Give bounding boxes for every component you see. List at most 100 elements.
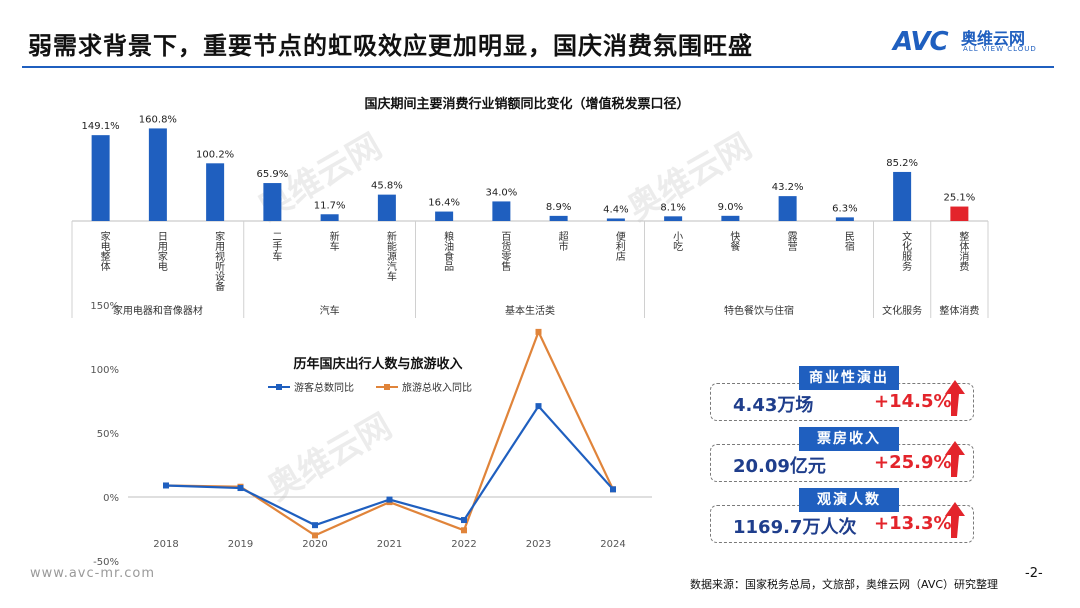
- group-label: 汽车: [320, 304, 340, 317]
- x-tick-label: 2019: [228, 539, 253, 550]
- stat-change: +13.3%: [874, 513, 952, 534]
- legend-label: 游客总数同比: [294, 381, 354, 394]
- x-tick-label: 2018: [153, 539, 178, 550]
- bar: [721, 215, 740, 221]
- bar: [206, 163, 225, 221]
- bar: [91, 135, 110, 221]
- group-label: 整体消费: [939, 304, 979, 317]
- y-tick-label: 0%: [103, 493, 119, 504]
- bar-chart-title: 国庆期间主要消费行业销额同比变化（增值税发票口径）: [364, 96, 689, 112]
- bar-data-label: 25.1%: [943, 193, 975, 204]
- page-number: -2-: [1025, 566, 1043, 581]
- data-point: [163, 482, 169, 489]
- bar-category-label: 家用视听设备: [213, 230, 225, 292]
- bar-data-label: 9.0%: [718, 202, 743, 213]
- bar-category-label: 粮油食品: [442, 230, 454, 272]
- bar-data-label: 8.1%: [660, 202, 685, 213]
- x-tick-label: 2020: [302, 539, 327, 550]
- bar-category-label: 民宿: [842, 231, 854, 252]
- x-tick-label: 2024: [600, 539, 625, 550]
- bar-category-label: 百货零售: [499, 231, 511, 272]
- data-point: [312, 522, 318, 529]
- data-point: [461, 527, 467, 534]
- stat-card-box-office: 票房收入 20.09亿元 +25.9%: [710, 427, 974, 482]
- data-point: [610, 486, 616, 493]
- line-chart-title: 历年国庆出行人数与旅游收入: [293, 356, 462, 372]
- bar-category-label: 家电整体: [98, 230, 110, 272]
- bar-data-label: 4.4%: [603, 204, 628, 215]
- data-point: [535, 403, 542, 410]
- bar: [606, 218, 625, 221]
- footer-url: www.avc-mr.com: [30, 566, 156, 581]
- logo-en: ALL VIEW CLOUD: [963, 45, 1037, 53]
- stat-change: +14.5%: [874, 391, 952, 412]
- bar: [492, 201, 511, 221]
- stat-change: +25.9%: [874, 452, 952, 473]
- x-tick-label: 2023: [526, 539, 551, 550]
- legend-marker: [276, 384, 282, 390]
- bar-category-label: 快餐: [728, 231, 740, 252]
- bar: [893, 171, 912, 221]
- logo-cn: 奥维云网: [961, 29, 1026, 48]
- stat-label: 票房收入: [799, 427, 899, 451]
- stat-value: 1169.7万人次: [733, 517, 857, 538]
- up-arrow-icon: [945, 502, 965, 538]
- bar: [148, 128, 167, 221]
- bar-category-label: 小吃: [671, 231, 683, 251]
- title-divider: [22, 66, 1054, 68]
- bar: [263, 183, 282, 221]
- bar-category-label: 二手车: [270, 231, 282, 262]
- bar: [435, 211, 454, 221]
- legend-marker: [384, 384, 390, 390]
- data-point: [461, 517, 467, 524]
- y-tick-label: 100%: [90, 365, 119, 376]
- bar: [778, 196, 797, 221]
- bar: [664, 216, 683, 221]
- group-label: 文化服务: [882, 304, 922, 317]
- up-arrow-icon: [945, 441, 965, 477]
- y-tick-label: 50%: [97, 429, 119, 440]
- bar-category-label: 新车: [327, 230, 339, 252]
- up-arrow-icon: [945, 380, 965, 416]
- stat-value: 20.09亿元: [733, 456, 826, 477]
- data-point: [610, 486, 616, 493]
- bar: [549, 215, 568, 221]
- data-point: [386, 499, 393, 506]
- bar: [950, 206, 969, 221]
- bar-category-label: 新能源汽车: [384, 230, 396, 282]
- bar-category-label: 便利店: [613, 230, 625, 262]
- page-title: 弱需求背景下，重要节点的虹吸效应更加明显，国庆消费氛围旺盛: [28, 32, 753, 60]
- x-tick-label: 2022: [451, 539, 476, 550]
- stat-card-audience: 观演人数 1169.7万人次 +13.3%: [710, 488, 974, 543]
- bar-category-label: 文化服务: [900, 230, 912, 272]
- group-label: 基本生活类: [505, 304, 555, 317]
- bar-category-label: 日用家电: [155, 231, 167, 271]
- bar-data-label: 85.2%: [886, 158, 918, 169]
- bar-category-label: 露营: [785, 231, 797, 252]
- data-point: [163, 482, 169, 489]
- bar: [835, 217, 854, 221]
- series-line: [165, 404, 614, 527]
- bar-data-label: 160.8%: [139, 114, 177, 125]
- stat-label: 观演人数: [799, 488, 899, 512]
- bar-data-label: 16.4%: [428, 198, 460, 209]
- bar-data-label: 100.2%: [196, 149, 234, 160]
- bar-data-label: 11.7%: [314, 200, 346, 211]
- legend-label: 旅游总收入同比: [402, 381, 472, 394]
- stat-label: 商业性演出: [799, 366, 899, 390]
- bar-data-label: 149.1%: [82, 121, 120, 132]
- bar-category-label: 超市: [556, 230, 568, 252]
- watermark: 奥维云网: [260, 406, 399, 509]
- bar-chart: 国庆期间主要消费行业销额同比变化（增值税发票口径） 149.1% 家电整体 160.8…: [71, 96, 989, 318]
- bar-data-label: 43.2%: [772, 182, 804, 193]
- bar-data-label: 6.3%: [832, 203, 857, 214]
- stat-value: 4.43万场: [733, 395, 814, 416]
- logo-mark: AVC: [893, 27, 949, 57]
- bar-data-label: 45.8%: [371, 181, 403, 192]
- data-point: [237, 485, 244, 492]
- bar-data-label: 34.0%: [485, 187, 517, 198]
- bar-category-label: 整体消费: [957, 230, 969, 272]
- bar-data-label: 65.9%: [256, 169, 288, 180]
- data-point: [312, 532, 318, 539]
- series-line: [165, 329, 614, 537]
